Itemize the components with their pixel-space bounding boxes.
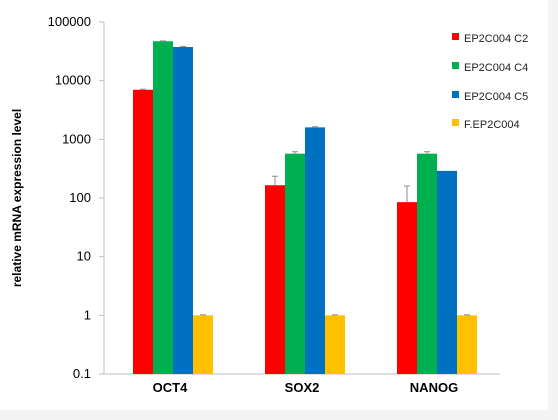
bar-sox2-4	[325, 315, 345, 374]
category-label-oct4: OCT4	[153, 380, 188, 395]
bar-nanog-4	[457, 315, 477, 374]
legend-swatch	[452, 119, 459, 126]
y-tick-label: 1	[84, 307, 91, 322]
legend-swatch	[452, 33, 459, 40]
bar-series	[133, 41, 477, 375]
bar-chart: 0.1 1 10 100 1000 10000 100000 OCT4 SOX2 NANOG r…	[10, 14, 528, 395]
bar-sox2-2	[285, 153, 305, 374]
y-tick-label: 100000	[48, 14, 91, 29]
bar-oct4-4	[193, 315, 213, 374]
bar-nanog-2	[417, 153, 437, 374]
y-tick-label: 100	[69, 190, 91, 205]
legend-swatch	[452, 62, 459, 69]
error-bars	[140, 40, 470, 316]
bar-oct4-3	[173, 46, 193, 374]
legend-label: EP2C004 C2	[464, 33, 528, 45]
legend: EP2C004 C2 EP2C004 C4 EP2C004 C5 F.EP2C004	[452, 33, 528, 131]
y-tick-label: 10000	[55, 73, 91, 88]
y-tick-label: 1000	[62, 131, 91, 146]
category-label-sox2: SOX2	[285, 380, 320, 395]
legend-swatch	[452, 91, 459, 98]
bar-nanog-1	[397, 202, 417, 374]
bar-nanog-3	[437, 170, 457, 374]
chart-figure: 0.1 1 10 100 1000 10000 100000 OCT4 SOX2 NANOG r…	[0, 0, 548, 410]
y-tick-labels: 0.1 1 10 100 1000 10000 100000	[48, 14, 104, 381]
category-labels: OCT4 SOX2 NANOG	[153, 380, 459, 395]
bar-sox2-3	[305, 127, 325, 374]
legend-label: F.EP2C004	[464, 119, 520, 131]
y-tick-label: 0.1	[73, 366, 91, 381]
legend-label: EP2C004 C4	[464, 62, 528, 74]
legend-label: EP2C004 C5	[464, 91, 528, 103]
bar-oct4-2	[153, 41, 173, 374]
y-axis-label: relative mRNA expression level	[10, 109, 24, 287]
y-tick-label: 10	[77, 249, 91, 264]
category-label-nanog: NANOG	[410, 380, 458, 395]
bar-sox2-1	[265, 185, 285, 374]
bar-oct4-1	[133, 89, 153, 375]
